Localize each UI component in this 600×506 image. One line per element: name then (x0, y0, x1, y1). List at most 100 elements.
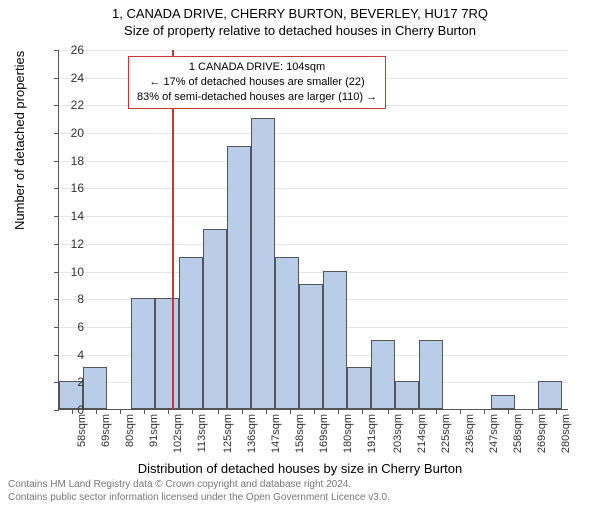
xtick-label: 136sqm (246, 414, 258, 453)
gridline (59, 188, 568, 189)
ytick-mark (54, 244, 59, 245)
ytick-label: 6 (60, 320, 84, 334)
xtick-label: 269sqm (536, 414, 548, 453)
xtick-label: 58sqm (76, 414, 88, 447)
gridline (59, 133, 568, 134)
ytick-mark (54, 299, 59, 300)
ytick-label: 10 (60, 265, 84, 279)
ytick-label: 0 (60, 403, 84, 417)
xtick-mark (508, 409, 509, 414)
gridline (59, 50, 568, 51)
ytick-mark (54, 216, 59, 217)
footer-line: Contains HM Land Registry data © Crown c… (8, 479, 390, 492)
ytick-label: 26 (60, 43, 84, 57)
ytick-mark (54, 161, 59, 162)
gridline (59, 216, 568, 217)
xtick-label: 247sqm (488, 414, 500, 453)
histogram-bar (203, 229, 227, 409)
xtick-mark (556, 409, 557, 414)
gridline (59, 161, 568, 162)
xtick-mark (388, 409, 389, 414)
ytick-label: 8 (60, 292, 84, 306)
histogram-bar (538, 381, 562, 409)
xtick-label: 80sqm (124, 414, 136, 447)
xtick-label: 102sqm (172, 414, 184, 453)
gridline (59, 272, 568, 273)
ytick-label: 20 (60, 126, 84, 140)
histogram-bar (395, 381, 419, 409)
xtick-label: 191sqm (366, 414, 378, 453)
info-box: 1 CANADA DRIVE: 104sqm ← 17% of detached… (128, 56, 386, 109)
histogram-bar (323, 271, 347, 409)
histogram-bar (251, 118, 275, 409)
xtick-label: 147sqm (270, 414, 282, 453)
footer-line: Contains public sector information licen… (8, 492, 390, 505)
ytick-label: 22 (60, 98, 84, 112)
footer-attribution: Contains HM Land Registry data © Crown c… (8, 479, 390, 504)
histogram-bar (299, 284, 323, 409)
ytick-label: 14 (60, 209, 84, 223)
histogram-bar (371, 340, 395, 409)
xtick-mark (192, 409, 193, 414)
xtick-mark (290, 409, 291, 414)
xtick-label: 113sqm (196, 414, 208, 452)
histogram-bar (155, 298, 179, 409)
ytick-label: 24 (60, 71, 84, 85)
info-line: 83% of semi-detached houses are larger (… (137, 90, 377, 105)
ytick-label: 2 (60, 375, 84, 389)
ytick-label: 4 (60, 348, 84, 362)
histogram-bar (227, 146, 251, 409)
histogram-bar (131, 298, 155, 409)
xtick-mark (484, 409, 485, 414)
gridline (59, 244, 568, 245)
ytick-mark (54, 327, 59, 328)
xtick-label: 225sqm (440, 414, 452, 453)
xtick-mark (532, 409, 533, 414)
xtick-label: 169sqm (318, 414, 330, 453)
histogram-bar (347, 367, 371, 409)
ytick-mark (54, 272, 59, 273)
xtick-label: 258sqm (512, 414, 524, 453)
xtick-mark (412, 409, 413, 414)
xtick-label: 203sqm (392, 414, 404, 453)
page-subtitle: Size of property relative to detached ho… (0, 23, 600, 38)
xtick-label: 125sqm (222, 414, 234, 453)
xtick-mark (460, 409, 461, 414)
xtick-label: 236sqm (464, 414, 476, 453)
xtick-label: 69sqm (100, 414, 112, 447)
xtick-label: 158sqm (294, 414, 306, 453)
xtick-mark (242, 409, 243, 414)
ytick-mark (54, 105, 59, 106)
histogram-bar (419, 340, 443, 409)
ytick-mark (54, 133, 59, 134)
ytick-label: 18 (60, 154, 84, 168)
page-title: 1, CANADA DRIVE, CHERRY BURTON, BEVERLEY… (0, 6, 600, 21)
ytick-label: 12 (60, 237, 84, 251)
xtick-mark (266, 409, 267, 414)
histogram-bar (83, 367, 107, 409)
xtick-label: 280sqm (560, 414, 572, 453)
ytick-label: 16 (60, 181, 84, 195)
xtick-label: 180sqm (342, 414, 354, 453)
xtick-mark (362, 409, 363, 414)
ytick-mark (54, 50, 59, 51)
xtick-label: 214sqm (416, 414, 428, 453)
xtick-label: 91sqm (148, 414, 160, 447)
xtick-mark (168, 409, 169, 414)
xtick-mark (96, 409, 97, 414)
histogram-bar (179, 257, 203, 409)
xtick-mark (338, 409, 339, 414)
x-axis-label: Distribution of detached houses by size … (0, 461, 600, 476)
xtick-mark (144, 409, 145, 414)
ytick-mark (54, 355, 59, 356)
xtick-mark (120, 409, 121, 414)
xtick-mark (314, 409, 315, 414)
ytick-mark (54, 188, 59, 189)
ytick-mark (54, 410, 59, 411)
xtick-mark (436, 409, 437, 414)
histogram-bar (275, 257, 299, 409)
info-line: 1 CANADA DRIVE: 104sqm (137, 60, 377, 75)
xtick-mark (218, 409, 219, 414)
ytick-mark (54, 78, 59, 79)
info-line: ← 17% of detached houses are smaller (22… (137, 75, 377, 90)
